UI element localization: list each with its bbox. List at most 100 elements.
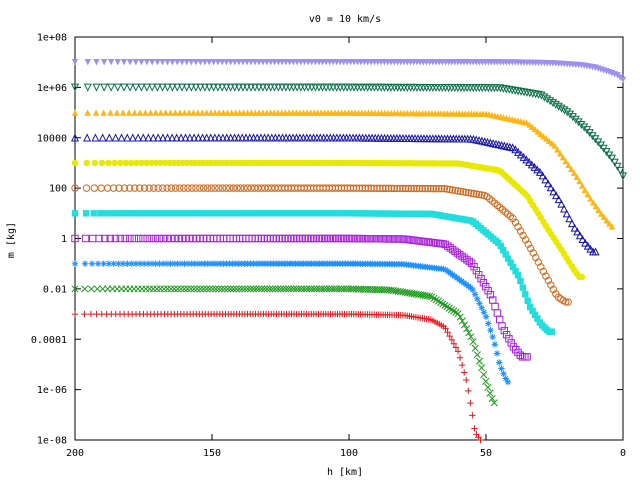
- data-point: [268, 285, 277, 293]
- data-point: [236, 184, 245, 192]
- data-point: [113, 109, 121, 116]
- data-point: [159, 234, 168, 243]
- data-point: [156, 260, 163, 267]
- data-point: [252, 210, 259, 217]
- data-point: [486, 290, 495, 299]
- data-point: [456, 354, 464, 361]
- data-point: [543, 179, 553, 188]
- data-point: [530, 162, 539, 171]
- data-point: [439, 240, 447, 248]
- data-point: [491, 341, 499, 348]
- data-point: [501, 208, 509, 216]
- data-point: [156, 210, 163, 217]
- data-point: [134, 133, 143, 142]
- data-point: [197, 58, 204, 66]
- data-point: [152, 210, 159, 217]
- data-point: [115, 184, 123, 192]
- data-point: [163, 184, 171, 192]
- data-point: [440, 184, 449, 193]
- data-point: [308, 285, 316, 293]
- series-6: [71, 184, 572, 306]
- data-point: [229, 184, 238, 192]
- data-point: [136, 260, 144, 267]
- data-point: [535, 167, 544, 176]
- data-point: [255, 285, 263, 293]
- data-point: [168, 133, 177, 142]
- data-point: [178, 83, 187, 92]
- y-tick-label: 1e+08: [37, 33, 67, 44]
- data-point: [187, 83, 196, 92]
- data-point: [495, 315, 504, 324]
- data-point: [505, 335, 513, 343]
- data-point: [480, 309, 488, 316]
- data-point: [160, 285, 168, 293]
- data-point: [145, 285, 154, 293]
- data-point: [170, 260, 178, 267]
- data-point: [261, 210, 269, 217]
- data-point: [531, 311, 539, 318]
- data-point: [198, 260, 205, 267]
- data-point: [233, 184, 241, 192]
- data-point: [586, 244, 595, 253]
- data-point: [113, 83, 122, 92]
- data-point: [100, 260, 107, 267]
- data-point: [132, 58, 140, 66]
- data-point: [488, 394, 496, 403]
- data-point: [451, 186, 459, 195]
- data-point: [221, 285, 229, 293]
- data-point: [568, 113, 577, 122]
- data-point: [255, 210, 262, 217]
- data-point: [143, 234, 151, 243]
- data-point: [139, 133, 148, 142]
- data-point: [557, 199, 566, 208]
- y-axis-label: m [kg]: [6, 222, 17, 258]
- data-point: [149, 58, 156, 66]
- data-point: [190, 285, 198, 293]
- data-point: [194, 133, 203, 142]
- data-point: [364, 184, 372, 192]
- data-point: [478, 304, 485, 311]
- data-point: [199, 210, 207, 217]
- data-point: [467, 333, 475, 341]
- data-point: [266, 285, 274, 293]
- data-point: [100, 109, 107, 116]
- data-point: [247, 83, 256, 92]
- data-point: [212, 285, 220, 293]
- data-point: [516, 150, 525, 159]
- data-point: [159, 58, 166, 66]
- data-point: [537, 91, 546, 100]
- data-point: [128, 260, 135, 267]
- data-point: [152, 109, 159, 116]
- data-point: [209, 285, 217, 293]
- data-point: [181, 260, 188, 267]
- data-point: [107, 83, 116, 92]
- data-point: [240, 184, 248, 192]
- data-point: [71, 109, 79, 116]
- data-point: [184, 210, 192, 217]
- data-point: [496, 359, 503, 366]
- data-point: [303, 285, 311, 293]
- data-point: [176, 109, 184, 116]
- data-point: [192, 184, 200, 192]
- data-point: [562, 298, 570, 306]
- data-point: [180, 285, 188, 293]
- data-point: [84, 109, 91, 116]
- data-point: [370, 184, 378, 192]
- data-point: [248, 210, 256, 217]
- data-point: [242, 210, 249, 217]
- data-point: [167, 260, 174, 267]
- data-point: [429, 184, 438, 193]
- data-point: [247, 285, 255, 293]
- data-point: [567, 219, 577, 228]
- data-point: [263, 285, 271, 293]
- data-point: [124, 260, 131, 267]
- data-point: [97, 184, 105, 192]
- data-point: [193, 285, 201, 293]
- data-point: [440, 265, 447, 273]
- data-point: [131, 184, 139, 192]
- data-point: [504, 210, 512, 218]
- data-point: [578, 273, 586, 281]
- data-point: [137, 83, 146, 92]
- data-point: [203, 210, 210, 217]
- data-point: [94, 260, 102, 267]
